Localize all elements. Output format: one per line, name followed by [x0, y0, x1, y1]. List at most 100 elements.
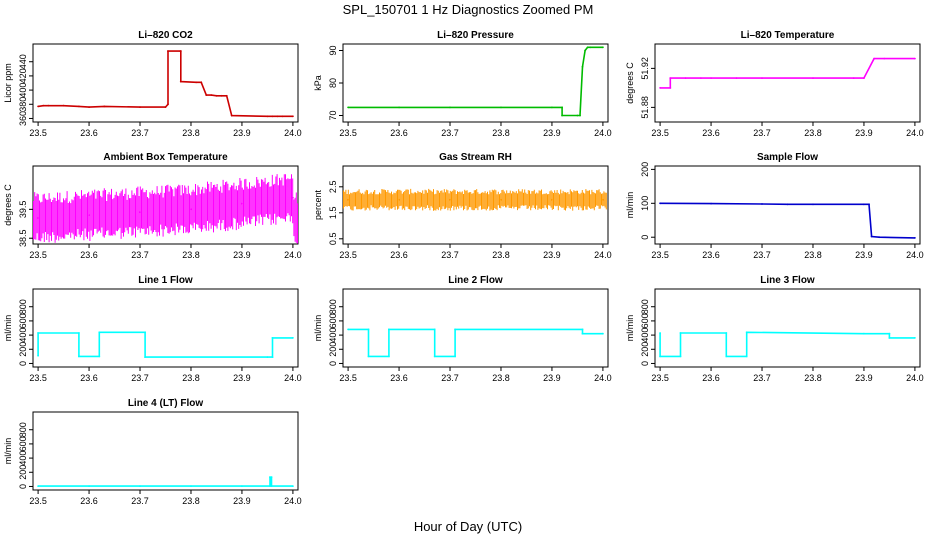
y-tick-label: 39.5: [18, 201, 28, 219]
data-point: [883, 57, 886, 60]
data-point: [347, 198, 349, 201]
series-line: [38, 476, 293, 487]
data-point: [139, 485, 141, 487]
y-tick-label: 70: [328, 110, 338, 120]
data-point: [347, 106, 349, 109]
x-tick-label: 23.9: [233, 128, 251, 138]
data-point: [398, 198, 400, 201]
x-tick-label: 23.7: [441, 250, 459, 260]
data-point: [812, 77, 814, 79]
data-point: [914, 337, 916, 339]
y-tick-label: 800: [640, 299, 650, 314]
data-point: [37, 354, 39, 357]
panel-title: Li–820 Temperature: [741, 30, 835, 41]
x-tick-label: 23.5: [339, 373, 357, 383]
series-line: [348, 46, 603, 117]
data-point: [241, 202, 243, 205]
figure-title: SPL_150701 1 Hz Diagnostics Zoomed PM: [343, 2, 594, 17]
y-tick-label: 0.5: [328, 233, 338, 246]
chart-panel: Li–820 CO2 23.5 23.6 23.7 23.8 23.9 24.0 360380…: [3, 30, 302, 138]
y-tick-label: 200: [640, 162, 650, 177]
data-point: [863, 332, 865, 335]
data-point: [271, 115, 274, 118]
data-point: [270, 485, 273, 487]
chart-panel: Ambient Box Temperature 23.5 23.6 23.7 23.8 2…: [3, 152, 302, 260]
data-point: [669, 77, 672, 79]
x-tick-label: 23.7: [131, 373, 149, 383]
y-axis-label: degrees C: [3, 184, 13, 226]
x-tick-label: 23.8: [182, 373, 200, 383]
y-tick-label: 0: [18, 361, 28, 366]
data-point: [88, 106, 90, 108]
data-point: [281, 115, 284, 118]
x-tick-label: 23.6: [702, 128, 720, 138]
panel-title: Line 2 Flow: [448, 275, 503, 286]
data-point: [276, 115, 279, 118]
panel-title: Sample Flow: [757, 152, 818, 163]
data-point: [868, 203, 870, 206]
data-point: [454, 355, 456, 358]
x-tick-label: 23.8: [804, 128, 822, 138]
data-point: [388, 328, 390, 331]
y-axis-label: degrees C: [625, 62, 635, 104]
x-tick-label: 23.9: [543, 373, 561, 383]
data-point: [88, 214, 90, 217]
y-tick-label: 440: [18, 54, 28, 69]
panel-grid: Li–820 CO2 23.5 23.6 23.7 23.8 23.9 24.0 360380…: [3, 30, 924, 506]
data-point: [37, 485, 39, 487]
series-line: [37, 331, 293, 358]
data-point: [659, 332, 661, 334]
x-tick-label: 23.8: [492, 128, 510, 138]
data-point: [88, 485, 90, 487]
data-point: [292, 115, 294, 118]
data-point: [586, 46, 589, 49]
plot-frame: [32, 43, 299, 123]
data-point: [745, 355, 748, 358]
data-point: [78, 332, 80, 334]
y-tick-label: 51.92: [640, 57, 650, 80]
data-point: [852, 77, 855, 79]
y-tick-label: 420: [18, 68, 28, 83]
data-point: [551, 106, 553, 109]
x-tick-label: 24.0: [906, 250, 924, 260]
x-tick-label: 23.7: [441, 128, 459, 138]
x-tick-label: 24.0: [594, 250, 612, 260]
x-tick-label: 23.5: [651, 128, 669, 138]
x-tick-label: 24.0: [284, 128, 302, 138]
data-point: [215, 94, 218, 97]
data-point: [179, 80, 182, 83]
data-point: [679, 332, 682, 334]
data-point: [454, 328, 456, 331]
series-line: [659, 331, 915, 358]
x-tick-label: 23.6: [80, 496, 98, 506]
x-tick-label: 23.9: [855, 250, 873, 260]
data-point: [37, 217, 39, 219]
data-point: [388, 355, 390, 358]
data-point: [870, 235, 873, 238]
panel-title: Ambient Box Temperature: [103, 152, 228, 163]
y-tick-label: 200: [328, 342, 338, 357]
data-point: [581, 328, 584, 331]
data-point: [42, 104, 45, 107]
x-tick-label: 24.0: [906, 373, 924, 383]
data-point: [725, 355, 728, 358]
data-point: [878, 236, 881, 239]
x-tick-label: 23.5: [651, 373, 669, 383]
data-point: [144, 331, 147, 334]
data-point: [167, 103, 169, 106]
chart-panel: Li–820 Temperature 23.5 23.6 23.7 23.8 23.9 24…: [625, 30, 924, 138]
y-tick-label: 600: [18, 436, 28, 451]
data-point: [266, 356, 269, 358]
data-point: [500, 198, 502, 201]
data-point: [270, 476, 273, 479]
data-point: [292, 337, 294, 339]
data-point: [230, 114, 233, 117]
panel-title: Line 4 (LT) Flow: [128, 398, 204, 409]
y-tick-label: 1.5: [328, 207, 338, 220]
data-point: [269, 476, 271, 479]
data-point: [205, 94, 208, 96]
y-axis-label: ml/min: [625, 192, 635, 219]
x-tick-label: 24.0: [594, 128, 612, 138]
x-tick-label: 23.8: [492, 373, 510, 383]
chart-panel: Sample Flow 23.5 23.6 23.7 23.8 23.9 24.0 0 100 2…: [625, 152, 924, 260]
